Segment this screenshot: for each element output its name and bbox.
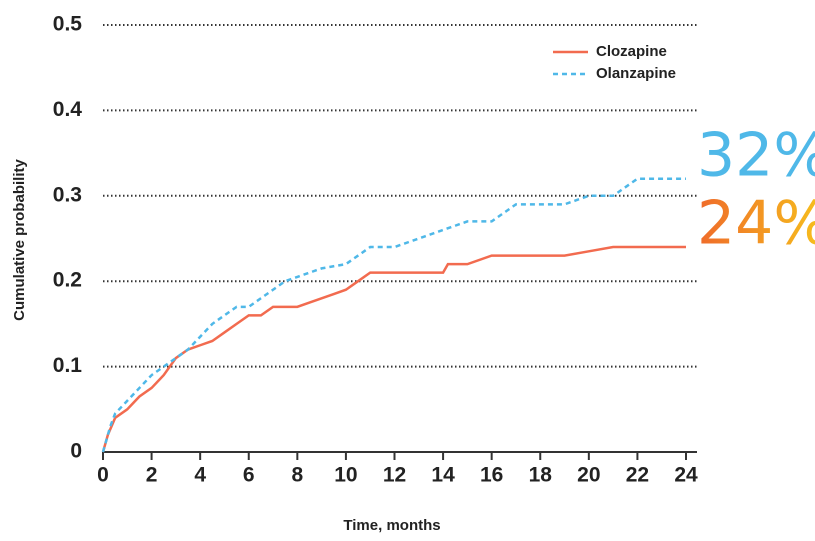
y-axis-label: Cumulative probability <box>11 159 28 321</box>
legend-label: Clozapine <box>596 43 667 60</box>
end-label: 32% <box>697 120 815 190</box>
series-line <box>101 177 686 453</box>
y-tick-label: 0.5 <box>53 13 83 36</box>
y-tick-label: 0.4 <box>53 98 83 121</box>
y-tick-label: 0.3 <box>53 183 82 206</box>
series-line <box>101 245 686 453</box>
x-tick-label: 14 <box>431 464 455 487</box>
x-tick-label: 10 <box>334 464 357 487</box>
y-tick-label: 0 <box>70 440 82 463</box>
x-tick-label: 18 <box>529 464 553 487</box>
y-tick-label: 0.2 <box>53 269 82 292</box>
x-tick-label: 2 <box>146 464 158 487</box>
end-label: 24% <box>697 189 815 259</box>
x-tick-label: 12 <box>383 464 406 487</box>
x-tick-label: 8 <box>291 464 303 487</box>
x-tick-label: 24 <box>674 464 698 487</box>
x-tick-label: 4 <box>194 464 206 487</box>
x-tick-label: 20 <box>577 464 600 487</box>
x-tick-label: 0 <box>97 464 109 487</box>
x-tick-label: 22 <box>626 464 649 487</box>
legend-label: Olanzapine <box>596 65 676 82</box>
x-tick-label: 16 <box>480 464 503 487</box>
y-tick-label: 0.1 <box>53 354 83 377</box>
x-axis-label: Time, months <box>343 517 440 534</box>
x-tick-label: 6 <box>243 464 255 487</box>
